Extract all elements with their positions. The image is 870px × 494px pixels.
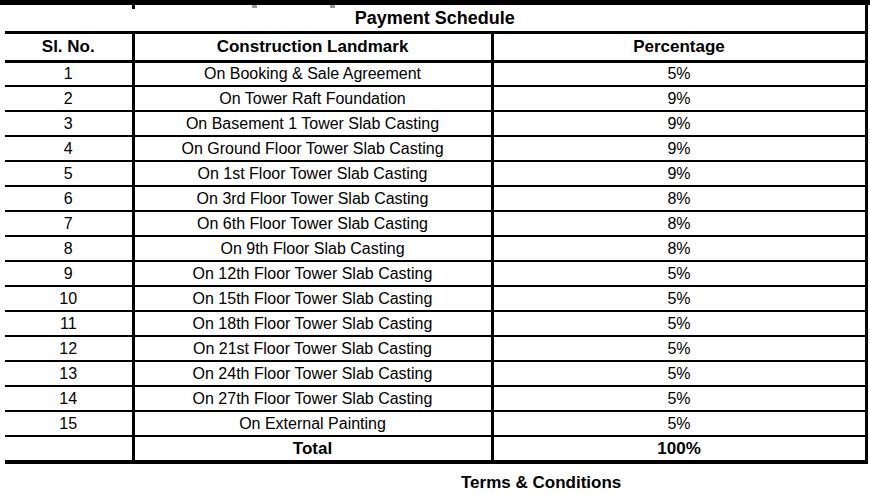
cell-percentage: 5% (492, 386, 866, 411)
cell-construction-landmark: On 18th Floor Tower Slab Casting (133, 311, 492, 336)
table-row: 8On 9th Floor Slab Casting8% (5, 236, 866, 261)
cell-percentage: 5% (492, 361, 866, 386)
column-header-sl-no: Sl. No. (5, 32, 133, 61)
cell-percentage: 5% (492, 261, 866, 286)
cell-sl-no: 10 (5, 286, 133, 311)
document-page: Payment Schedule Sl. No. Construction La… (0, 0, 870, 494)
cell-sl-no: 7 (5, 211, 133, 236)
cell-percentage: 8% (492, 236, 866, 261)
cell-construction-landmark: On 1st Floor Tower Slab Casting (133, 161, 492, 186)
cell-construction-landmark: On Basement 1 Tower Slab Casting (133, 111, 492, 136)
cell-sl-no: 1 (5, 61, 133, 86)
table-title-row: Payment Schedule (5, 5, 866, 32)
cell-construction-landmark: On 27th Floor Tower Slab Casting (133, 386, 492, 411)
cell-sl-no: 3 (5, 111, 133, 136)
cell-construction-landmark: On 15th Floor Tower Slab Casting (133, 286, 492, 311)
cell-percentage: 5% (492, 311, 866, 336)
payment-schedule-section: Payment Schedule Sl. No. Construction La… (5, 5, 866, 464)
table-row: 1On Booking & Sale Agreement5% (5, 61, 866, 86)
table-row: 11On 18th Floor Tower Slab Casting5% (5, 311, 866, 336)
table-row: 13On 24th Floor Tower Slab Casting5% (5, 361, 866, 386)
cell-percentage: 5% (492, 336, 866, 361)
cell-sl-no: 4 (5, 136, 133, 161)
cell-percentage: 8% (492, 211, 866, 236)
cell-percentage: 9% (492, 161, 866, 186)
table-row: 3On Basement 1 Tower Slab Casting9% (5, 111, 866, 136)
table-row: 6On 3rd Floor Tower Slab Casting8% (5, 186, 866, 211)
column-header-percentage: Percentage (492, 32, 866, 61)
table-row: 7On 6th Floor Tower Slab Casting8% (5, 211, 866, 236)
cell-sl-no: 5 (5, 161, 133, 186)
table-row: 10On 15th Floor Tower Slab Casting5% (5, 286, 866, 311)
table-row: 9On 12th Floor Tower Slab Casting5% (5, 261, 866, 286)
total-empty-cell (5, 436, 133, 462)
total-value: 100% (492, 436, 866, 462)
cell-percentage: 5% (492, 411, 866, 436)
table-title: Payment Schedule (5, 5, 866, 32)
cell-sl-no: 2 (5, 86, 133, 111)
cell-percentage: 5% (492, 286, 866, 311)
table-row: 12On 21st Floor Tower Slab Casting5% (5, 336, 866, 361)
column-header-construction-landmark: Construction Landmark (133, 32, 492, 61)
cell-construction-landmark: On 3rd Floor Tower Slab Casting (133, 186, 492, 211)
cell-sl-no: 14 (5, 386, 133, 411)
table-row: 2On Tower Raft Foundation9% (5, 86, 866, 111)
cell-percentage: 5% (492, 61, 866, 86)
cell-construction-landmark: On 6th Floor Tower Slab Casting (133, 211, 492, 236)
cell-sl-no: 8 (5, 236, 133, 261)
cell-percentage: 9% (492, 136, 866, 161)
cell-construction-landmark: On 12th Floor Tower Slab Casting (133, 261, 492, 286)
terms-and-conditions-heading: Terms & Conditions (461, 473, 621, 493)
cell-construction-landmark: On 21st Floor Tower Slab Casting (133, 336, 492, 361)
cell-sl-no: 6 (5, 186, 133, 211)
payment-schedule-table: Payment Schedule Sl. No. Construction La… (5, 5, 868, 464)
total-row: Total 100% (5, 436, 866, 462)
cell-sl-no: 15 (5, 411, 133, 436)
cell-construction-landmark: On External Painting (133, 411, 492, 436)
cell-construction-landmark: On Booking & Sale Agreement (133, 61, 492, 86)
table-row: 14On 27th Floor Tower Slab Casting5% (5, 386, 866, 411)
cell-sl-no: 13 (5, 361, 133, 386)
cell-sl-no: 9 (5, 261, 133, 286)
cell-sl-no: 11 (5, 311, 133, 336)
cell-percentage: 8% (492, 186, 866, 211)
cell-construction-landmark: On 24th Floor Tower Slab Casting (133, 361, 492, 386)
cell-construction-landmark: On Tower Raft Foundation (133, 86, 492, 111)
cell-sl-no: 12 (5, 336, 133, 361)
table-body: 1On Booking & Sale Agreement5%2On Tower … (5, 61, 866, 436)
table-row: 4On Ground Floor Tower Slab Casting9% (5, 136, 866, 161)
total-label: Total (133, 436, 492, 462)
cell-percentage: 9% (492, 111, 866, 136)
cell-percentage: 9% (492, 86, 866, 111)
table-row: 15On External Painting5% (5, 411, 866, 436)
table-header-row: Sl. No. Construction Landmark Percentage (5, 32, 866, 61)
cell-construction-landmark: On Ground Floor Tower Slab Casting (133, 136, 492, 161)
cell-construction-landmark: On 9th Floor Slab Casting (133, 236, 492, 261)
table-row: 5On 1st Floor Tower Slab Casting9% (5, 161, 866, 186)
